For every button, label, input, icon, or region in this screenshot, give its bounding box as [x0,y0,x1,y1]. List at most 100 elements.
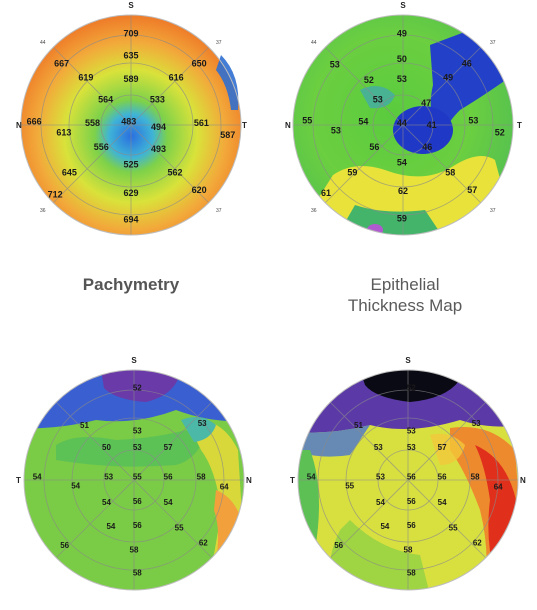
thickness-value: 56 [407,473,416,482]
thickness-value: 58 [130,545,139,554]
thickness-value: 46 [462,58,472,68]
thickness-value: 53 [198,419,207,428]
marker-top: S [128,1,134,10]
thickness-value: 561 [194,118,209,128]
marker-left: T [290,476,295,485]
thickness-value: 49 [397,29,407,39]
thickness-value: 56 [407,497,416,506]
thickness-value: 62 [473,539,482,548]
thickness-value: 55 [302,116,312,126]
thickness-value: 54 [358,117,368,127]
thickness-value: 667 [54,58,69,68]
thickness-value: 53 [331,126,341,136]
thickness-value: 494 [151,122,166,132]
thickness-value: 53 [373,95,383,105]
thickness-value: 61 [321,188,331,198]
thickness-value: 53 [104,473,113,482]
thickness-value: 55 [345,482,354,491]
thickness-value: 57 [438,443,447,452]
thickness-value: 49 [443,73,453,83]
thickness-value: 56 [407,521,416,530]
map-values: 52 53 51 53 50 53 57 54 54 53 55 56 58 64 54 56 54 54 56 55… [33,384,229,578]
thickness-value: 59 [347,167,357,177]
pachymetry-label: Pachymetry [82,275,180,294]
thickness-value: 564 [98,95,113,105]
thickness-value: 620 [192,185,207,195]
pachymetry-caption: Pachymetry [56,274,206,295]
thickness-value: 712 [48,189,63,199]
thickness-value: 47 [421,98,431,108]
thickness-value: 44 [397,118,407,128]
thickness-value: 62 [199,539,208,548]
thickness-value: 52 [133,384,142,393]
thickness-value: 619 [78,73,93,83]
thickness-value: 53 [330,60,340,70]
thickness-value: 64 [220,483,229,492]
marker-top-left: 44 [311,40,317,46]
map-bottom-right: 52 53 51 53 53 53 57 54 55 53 56 56 58 64 54 56 54 54 56 55… [290,350,530,610]
thickness-value: 694 [123,215,138,225]
thickness-value: 58 [471,473,480,482]
thickness-value: 52 [495,128,505,138]
thickness-value: 54 [438,498,447,507]
thickness-value: 56 [164,473,173,482]
marker-bottom-right: 37 [216,208,222,214]
thickness-value: 51 [80,421,89,430]
thickness-value: 55 [449,523,458,532]
epithelial-caption: Epithelial Thickness Map [305,274,505,316]
thickness-value: 587 [220,130,235,140]
thickness-value: 56 [334,541,343,550]
marker-top: S [131,356,137,365]
epithelial-map: 49 50 53 52 53 46 49 53 47 55 53 54 44 41 53 52 56 46 54 59… [285,0,530,250]
thickness-value: 62 [398,186,408,196]
thickness-value: 52 [407,384,416,393]
thickness-value: 613 [56,128,71,138]
thickness-value: 483 [121,117,136,127]
thickness-value: 58 [133,568,142,577]
thickness-value: 58 [404,545,413,554]
thickness-value: 629 [123,188,138,198]
thickness-value: 56 [438,473,447,482]
thickness-value: 53 [374,443,383,452]
marker-bottom-right: 37 [490,208,496,214]
marker-top-right: 37 [490,40,496,46]
thickness-value: 50 [102,443,111,452]
thickness-value: 56 [369,142,379,152]
thickness-value: 645 [62,167,77,177]
thickness-value: 54 [376,498,385,507]
marker-right: T [517,121,522,130]
thickness-value: 54 [102,498,111,507]
thickness-value: 51 [354,421,363,430]
thickness-value: 41 [427,120,437,130]
marker-top: S [400,1,406,10]
thickness-value: 54 [71,482,80,491]
thickness-value: 52 [364,75,374,85]
epithelial-label-line1: Epithelial [370,275,440,294]
thickness-value: 54 [397,157,407,167]
marker-right: N [246,476,252,485]
marker-top: S [405,356,411,365]
thickness-value: 59 [397,214,407,224]
thickness-value: 56 [133,497,142,506]
marker-left: N [16,121,22,130]
thickness-value: 53 [397,74,407,84]
thickness-value: 533 [150,95,165,105]
thickness-value: 650 [192,58,207,68]
map-values: 52 53 51 53 53 53 57 54 55 53 56 56 58 64 54 56 54 54 56 55… [307,384,503,578]
marker-left: T [16,476,21,485]
marker-top-right: 37 [216,40,222,46]
thickness-value: 666 [27,117,42,127]
thickness-value: 54 [164,498,173,507]
pachymetry-map: 709 667 635 650 619 589 616 564 533 666 613 558 483 4… [16,0,247,250]
thickness-value: 64 [494,483,503,492]
thickness-value: 53 [407,427,416,436]
thickness-value: 54 [380,522,389,531]
marker-right: T [242,121,247,130]
epithelial-label-line2: Thickness Map [347,296,463,315]
thickness-value: 54 [33,473,42,482]
thickness-value: 589 [123,74,138,84]
thickness-value: 58 [445,167,455,177]
thickness-value: 562 [167,167,182,177]
thickness-value: 58 [197,473,206,482]
marker-bottom-left: 36 [40,208,46,214]
